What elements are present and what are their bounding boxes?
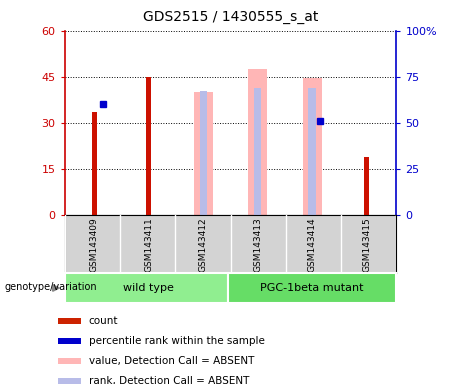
Text: value, Detection Call = ABSENT: value, Detection Call = ABSENT: [89, 356, 254, 366]
FancyBboxPatch shape: [228, 273, 396, 303]
Text: GSM143411: GSM143411: [144, 218, 154, 272]
Bar: [254, 88, 261, 215]
Bar: [147, 77, 151, 215]
Text: PGC-1beta mutant: PGC-1beta mutant: [260, 283, 364, 293]
Bar: [200, 91, 207, 215]
Text: GSM143412: GSM143412: [199, 218, 208, 272]
Text: GSM143413: GSM143413: [253, 218, 262, 272]
Bar: [308, 88, 316, 215]
FancyBboxPatch shape: [65, 273, 228, 303]
Bar: [58, 318, 81, 324]
Bar: [364, 157, 369, 215]
Bar: [194, 92, 213, 215]
Bar: [92, 112, 97, 215]
Bar: [58, 378, 81, 384]
Bar: [58, 358, 81, 364]
Text: GSM143414: GSM143414: [307, 218, 317, 272]
Text: GDS2515 / 1430555_s_at: GDS2515 / 1430555_s_at: [143, 10, 318, 24]
Text: GSM143415: GSM143415: [362, 218, 371, 272]
Text: wild type: wild type: [124, 283, 174, 293]
Text: rank, Detection Call = ABSENT: rank, Detection Call = ABSENT: [89, 376, 249, 384]
Text: percentile rank within the sample: percentile rank within the sample: [89, 336, 265, 346]
Bar: [58, 338, 81, 344]
Text: genotype/variation: genotype/variation: [5, 282, 97, 292]
Bar: [248, 69, 267, 215]
Text: GSM143409: GSM143409: [90, 218, 99, 272]
Text: count: count: [89, 316, 118, 326]
Bar: [302, 78, 322, 215]
